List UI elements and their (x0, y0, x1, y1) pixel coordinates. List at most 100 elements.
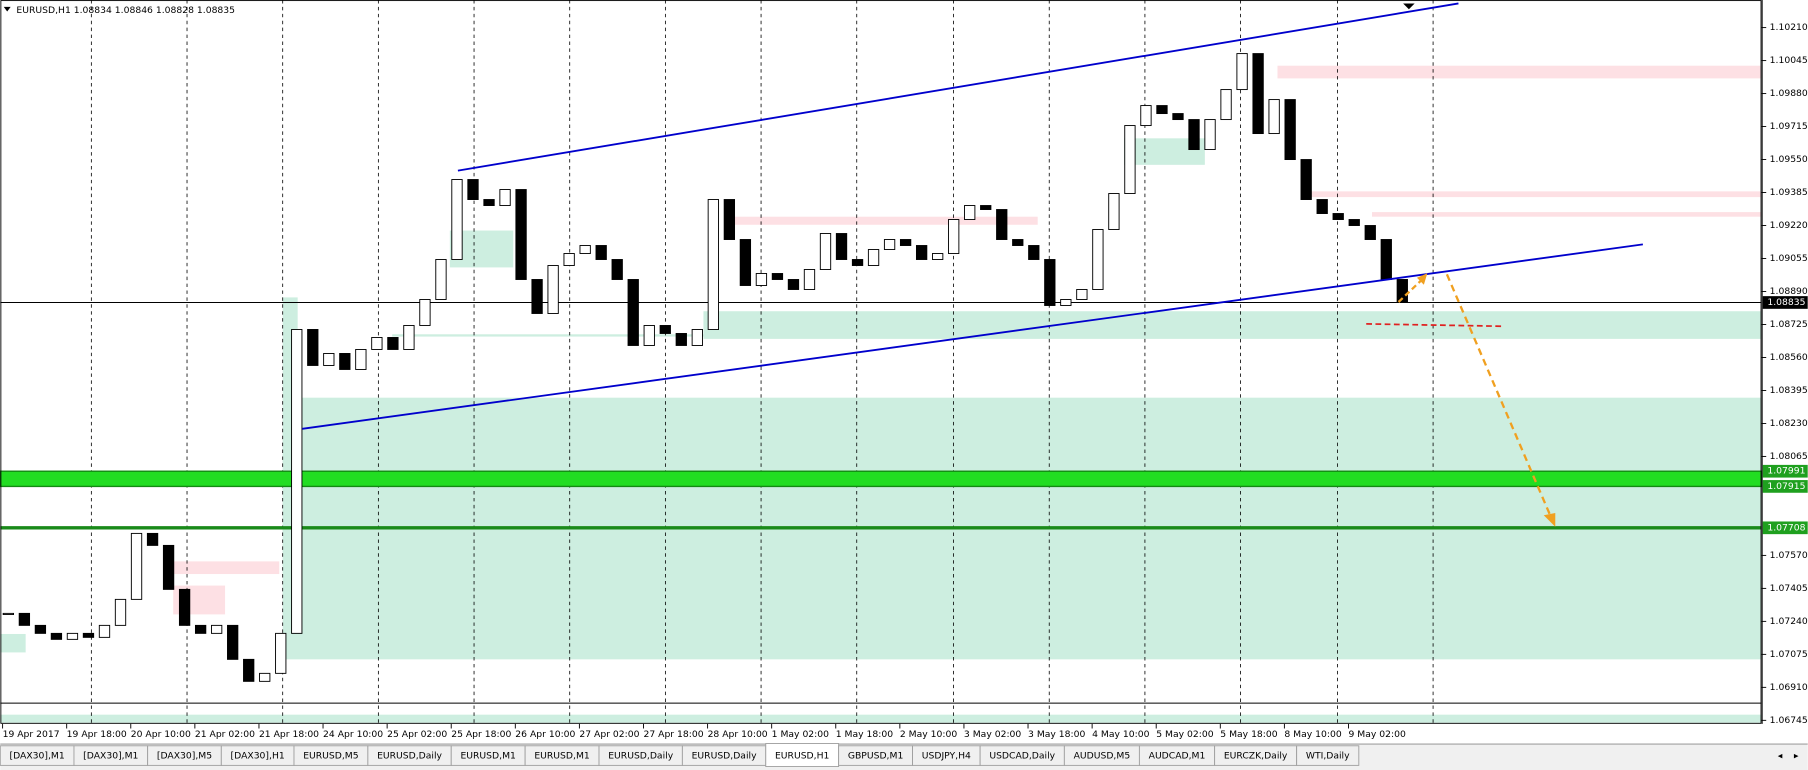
y-tick-label: 1.07570 (1770, 550, 1808, 561)
candle (82, 632, 95, 638)
x-tick-label: 27 Apr 18:00 (643, 729, 703, 740)
candle (146, 532, 159, 546)
x-tick-label: 26 Apr 10:00 (515, 729, 575, 740)
demand-zone (0, 633, 26, 653)
tab-label[interactable]: USDCAD,Daily (989, 751, 1055, 762)
candle (1060, 299, 1072, 306)
tab-label[interactable]: EURUSD,M5 (303, 751, 359, 762)
candle (451, 179, 463, 260)
tab[interactable]: EURUSD,M1 (524, 745, 600, 766)
tab-label[interactable]: EURUSD,M1 (534, 751, 590, 762)
tab-label[interactable]: [DAX30],M5 (157, 751, 212, 762)
tab[interactable]: EURUSD,Daily (367, 745, 452, 766)
tab[interactable]: AUDUSD,M5 (1063, 745, 1140, 766)
y-tick-label: 1.08725 (1770, 319, 1808, 330)
candle (980, 205, 992, 210)
y-tick-label: 1.10045 (1770, 55, 1808, 66)
candle (1012, 239, 1024, 246)
candle (899, 239, 912, 246)
candle (18, 612, 31, 626)
tab-label[interactable]: AUDUSD,M5 (1074, 751, 1131, 762)
candle (1220, 89, 1232, 121)
x-tick-label: 21 Apr 18:00 (259, 729, 319, 740)
candle (1284, 99, 1296, 161)
tab-label[interactable]: EURUSD,Daily (608, 751, 673, 762)
candles (2, 53, 1408, 682)
demand-line (392, 334, 1762, 337)
tab-label[interactable]: EURUSD,Daily (692, 751, 757, 762)
tab[interactable]: [DAX30],M1 (73, 745, 149, 766)
tab-label[interactable]: EURCZK,Daily (1224, 751, 1288, 762)
tab[interactable]: EURUSD,Daily (598, 745, 683, 766)
target-line (1366, 323, 1502, 328)
y-tick-label: 1.09550 (1770, 154, 1808, 165)
tab[interactable]: [DAX30],M5 (147, 745, 222, 766)
x-tick-label: 28 Apr 10:00 (708, 729, 768, 740)
candle (1028, 245, 1040, 260)
candle (1364, 225, 1376, 240)
tab-background[interactable] (1296, 745, 1360, 766)
tab-label[interactable]: EURUSD,Daily (377, 751, 442, 762)
y-tick-label: 1.06910 (1770, 682, 1808, 693)
x-tick-label: 20 Apr 10:00 (131, 729, 191, 740)
y-tick-label: 1.08065 (1770, 451, 1808, 462)
candle (355, 349, 367, 370)
candle (1172, 113, 1184, 121)
candle (675, 333, 687, 346)
y-tick-label: 1.09220 (1770, 220, 1808, 231)
tab[interactable]: WTI,Daily (1296, 745, 1360, 766)
candle (1380, 239, 1392, 280)
candle (1348, 219, 1360, 226)
supply-zone (1277, 65, 1762, 79)
candle (403, 325, 415, 350)
scroll-right[interactable]: ▸ (1794, 751, 1799, 762)
tab[interactable]: USDJPY,H4 (912, 745, 981, 766)
tab-label[interactable]: EURUSD,M1 (460, 751, 516, 762)
tab[interactable]: EURUSD,H1 (765, 743, 840, 768)
candle (515, 189, 527, 280)
tab[interactable]: EURUSD,Daily (681, 745, 767, 766)
candle (467, 179, 479, 200)
tab-label[interactable]: WTI,Daily (1306, 751, 1350, 762)
candle (178, 588, 191, 626)
tab[interactable]: EURCZK,Daily (1214, 745, 1298, 766)
tab-label[interactable]: EURUSD,H1 (775, 751, 830, 762)
candle (643, 325, 655, 346)
tabs: [DAX30],M1 [DAX30],M1 [DAX30],M5 [DAX30],H1… (0, 743, 1360, 768)
price-label: 1.07991 (1767, 466, 1805, 477)
tab[interactable]: [DAX30],H1 (220, 745, 295, 766)
candle (1316, 199, 1328, 214)
candle (611, 259, 623, 280)
candle (948, 219, 960, 254)
tab[interactable]: GBPUSD,M1 (838, 745, 914, 766)
tab-label[interactable]: [DAX30],M1 (10, 751, 65, 762)
candle (1124, 125, 1136, 194)
x-tick-label: 27 Apr 02:00 (579, 729, 639, 740)
tab-label[interactable]: AUDCAD,M1 (1149, 751, 1206, 762)
tab[interactable]: AUDCAD,M1 (1138, 745, 1216, 766)
tab[interactable]: EURUSD,M1 (450, 745, 526, 766)
tab-label[interactable]: [DAX30],M1 (83, 751, 138, 762)
candle (194, 624, 207, 634)
tab[interactable]: [DAX30],M1 (0, 745, 75, 766)
candle (499, 189, 511, 206)
x-tick-label: 3 May 02:00 (964, 729, 1021, 740)
header: EURUSD,H1 1.08834 1.08846 1.08828 1.0883… (16, 5, 235, 16)
candle (595, 245, 607, 260)
drawings (0, 2, 1762, 704)
tab-label[interactable]: USDJPY,H4 (922, 751, 971, 762)
candle (932, 253, 944, 260)
tab-label[interactable]: [DAX30],H1 (231, 751, 285, 762)
scroll-left[interactable]: ◂ (1778, 751, 1783, 762)
y-tick-label: 1.06745 (1770, 715, 1808, 726)
y-tick-label: 1.10210 (1770, 22, 1808, 33)
tab[interactable]: USDCAD,Daily (979, 745, 1065, 766)
y-tick-label: 1.07405 (1770, 583, 1808, 594)
x-tick-label: 24 Apr 10:00 (323, 729, 383, 740)
tab[interactable]: EURUSD,M5 (293, 745, 369, 766)
candle (771, 273, 784, 280)
tab-label[interactable]: GBPUSD,M1 (848, 751, 904, 762)
x-tick-label: 25 Apr 18:00 (451, 729, 511, 740)
candle (547, 265, 559, 314)
candle (1076, 289, 1088, 300)
